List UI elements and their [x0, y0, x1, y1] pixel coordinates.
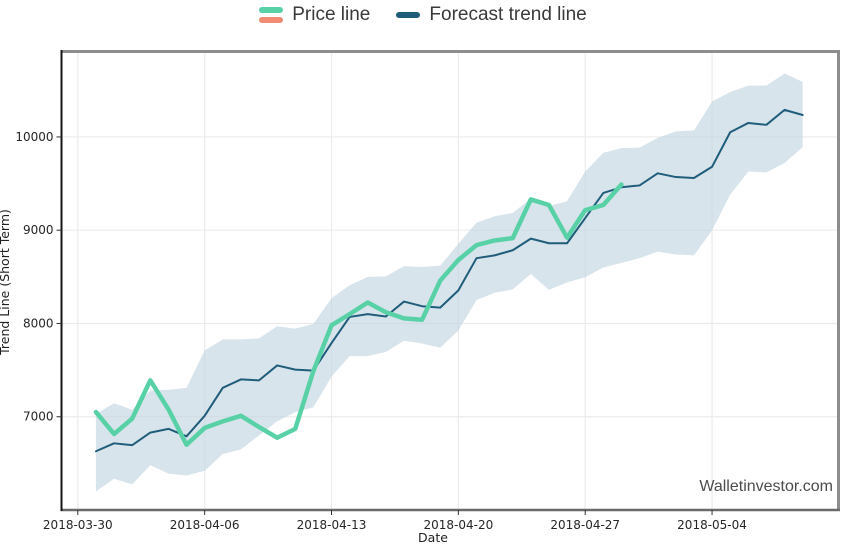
- y-tick-label: 9000: [23, 223, 54, 237]
- x-tick-label: 2018-04-06: [170, 518, 240, 532]
- legend-item-forecast-trend-line[interactable]: Forecast trend line: [396, 4, 587, 26]
- confidence-band-area: [95, 73, 803, 492]
- legend-item-price-line[interactable]: Price line: [259, 4, 370, 26]
- price-line-swatch-bottom-bar: [259, 17, 284, 23]
- watermark: Walletinvestor.com: [699, 478, 833, 495]
- x-tick-label: 2018-05-04: [677, 518, 747, 532]
- price-line-swatch-icon: [259, 7, 284, 23]
- y-tick-label: 10000: [15, 130, 53, 144]
- legend-label-forecast-trend-line: Forecast trend line: [429, 4, 587, 25]
- chart-legend: Price line Forecast trend line: [0, 4, 846, 26]
- x-tick-label: 2018-04-13: [297, 518, 367, 532]
- band-layer: [95, 73, 803, 492]
- forecast-line-swatch-bar: [396, 12, 421, 18]
- forecast-line-swatch-icon: [396, 12, 421, 18]
- y-tick-label: 8000: [23, 316, 54, 330]
- x-tick-label: 2018-04-27: [550, 518, 620, 532]
- tick-layer: 2018-03-30 2018-04-06 2018-04-13 2018-04-20…: [15, 130, 747, 532]
- forecast-line-path: [94, 108, 804, 453]
- series-layer: [93, 108, 804, 453]
- price-line-swatch-top-bar: [259, 7, 284, 13]
- y-tick-label: 7000: [23, 410, 54, 424]
- axes-layer: [60, 50, 840, 512]
- x-tick-label: 2018-03-30: [43, 518, 113, 532]
- x-tick-label: 2018-04-20: [423, 518, 493, 532]
- x-axis-title: Date: [418, 530, 448, 545]
- legend-label-price-line: Price line: [292, 4, 371, 25]
- y-axis-title: Trend Line (Short Term): [0, 209, 12, 356]
- price-line-path: [93, 182, 624, 447]
